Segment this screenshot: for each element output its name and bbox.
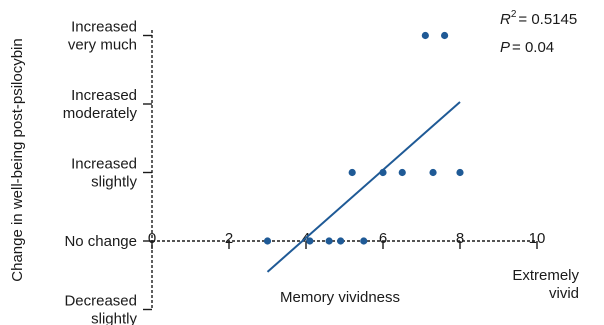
y-tick-label: Increased slightly <box>71 156 137 191</box>
p-value-stat: P = 0.04 <box>500 39 554 56</box>
x-axis-label: Memory vividness <box>280 289 400 306</box>
r-squared-stat: R2 = 0.5145 <box>500 9 577 28</box>
data-point <box>325 237 333 245</box>
y-axis-title: Change in well-being post-psilocybin <box>9 38 26 281</box>
x-tick-label: 8 <box>456 230 464 247</box>
x-end-label: Extremely vivid <box>512 267 579 302</box>
y-axis-label: Change in well-being post-psilocybin <box>9 38 26 281</box>
y-tick-label: Decreased slightly <box>64 293 137 325</box>
data-point <box>441 31 449 40</box>
regression-line <box>266 101 461 273</box>
data-point <box>398 168 406 177</box>
x-tick-label: 6 <box>379 230 387 247</box>
x-tick-label: 0 <box>148 230 156 247</box>
regression-line-group <box>266 101 461 273</box>
data-point <box>456 168 464 177</box>
data-point <box>348 168 356 177</box>
statistics-annotation: R2 = 0.5145 P = 0.04 <box>500 9 577 56</box>
y-tick-label: Increased very much <box>68 19 137 54</box>
y-tick-label: No change <box>64 233 137 250</box>
x-tick-label: 10 <box>529 230 546 247</box>
y-tick-label: Increased moderately <box>63 87 138 122</box>
y-axis: Decreased slightly No change Increased sligh… <box>63 19 153 325</box>
data-point <box>337 237 345 245</box>
data-point <box>421 31 429 40</box>
data-point <box>360 237 368 245</box>
x-tick-label: 2 <box>225 230 233 247</box>
data-point <box>263 237 272 245</box>
data-point <box>306 237 314 245</box>
data-points <box>263 31 464 245</box>
data-point <box>429 168 437 177</box>
data-point <box>379 168 387 177</box>
